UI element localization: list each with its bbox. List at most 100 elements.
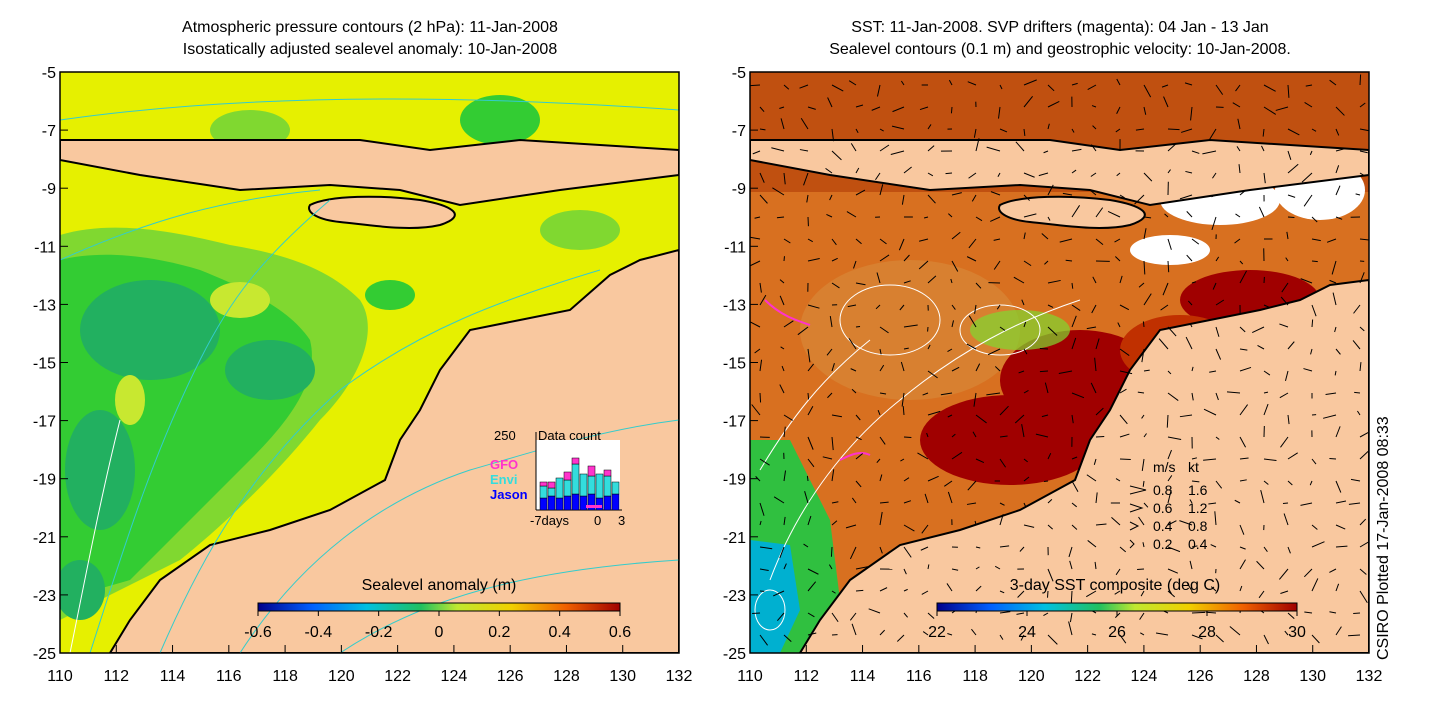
velocity-arrow (1167, 143, 1177, 152)
velocity-arrow (1215, 84, 1224, 95)
velocity-arrow (1348, 502, 1361, 505)
sla-colorbar-tick: 0.6 (609, 624, 631, 641)
velocity-arrow (807, 632, 817, 636)
velocity-arrow (918, 238, 929, 242)
velocity-arrow (1335, 545, 1348, 548)
velocity-arrow (1305, 84, 1313, 87)
velocity-arrow (807, 458, 815, 468)
velocity-arrow (1359, 518, 1367, 526)
velocity-arrow (855, 282, 866, 286)
velocity-arrow (1287, 150, 1292, 160)
velocity-arrow (831, 238, 837, 246)
velocity-arrow (903, 588, 908, 592)
inset-bar (571, 457, 580, 465)
velocity-arrow (1335, 165, 1340, 174)
velocity-arrow (828, 564, 833, 570)
velocity-arrow (1065, 259, 1073, 262)
velocity-arrow (1258, 206, 1265, 218)
left-xtick-label: 128 (553, 668, 580, 685)
velocity-arrow (1119, 348, 1130, 356)
velocity-arrow (1284, 370, 1289, 382)
velocity-arrow (1023, 128, 1026, 136)
velocity-arrow (855, 436, 862, 441)
velocity-arrow (1191, 238, 1200, 245)
velocity-arrow (1359, 590, 1368, 604)
velocity-arrow (975, 138, 980, 152)
velocity-arrow (993, 260, 1001, 270)
velocity-arrow (1015, 141, 1025, 152)
velocity-arrow (1091, 105, 1097, 108)
velocity-arrow (807, 612, 815, 618)
velocity-arrow (927, 275, 937, 284)
velocity-arrow (1047, 84, 1055, 92)
velocity-arrow (1167, 546, 1181, 553)
velocity-arrow (1139, 612, 1145, 620)
velocity-arrow (855, 414, 861, 421)
velocity-arrow (1143, 228, 1147, 240)
velocity-arrow (759, 568, 769, 571)
velocity-arrow (1359, 272, 1365, 284)
velocity-arrow (1359, 150, 1368, 154)
velocity-legend-arrow (1129, 539, 1135, 549)
left-xtick-label: 122 (384, 668, 411, 685)
inset-bar (595, 497, 604, 511)
velocity-arrow (1041, 414, 1049, 418)
velocity-arrow (1089, 189, 1097, 196)
velocity-arrow (879, 144, 890, 152)
sla-colorbar-tick: 0.2 (488, 624, 510, 641)
velocity-arrow (1095, 207, 1104, 218)
left-xtick-label: 124 (441, 668, 468, 685)
velocity-arrow (1215, 348, 1222, 360)
velocity-arrow (1348, 634, 1361, 637)
velocity-arrow (990, 216, 1001, 222)
right-ytick-label: -21 (723, 530, 746, 547)
inset-bar (547, 495, 556, 511)
velocity-arrow (1047, 279, 1061, 284)
data-count-inset: 250 Data count GFO Envi Jason -7days 0 3 (490, 428, 625, 528)
velocity-arrow (1161, 84, 1169, 88)
velocity-arrow (1095, 338, 1100, 350)
right-xtick-label: 118 (962, 668, 988, 685)
velocity-arrow (855, 453, 863, 460)
inset-title: Data count (538, 428, 601, 443)
velocity-arrow (997, 172, 1001, 177)
velocity-arrow (1091, 144, 1097, 152)
velocity-arrow (783, 563, 787, 570)
velocity-arrow (1281, 282, 1289, 293)
velocity-arrow (898, 238, 905, 251)
velocity-arrow (951, 568, 959, 571)
inset-xlabel-zero: 0 (594, 513, 601, 528)
velocity-arrow (927, 564, 930, 570)
right-ytick-label: -5 (732, 65, 746, 82)
velocity-arrow (1326, 238, 1337, 243)
velocity-arrow (927, 145, 935, 152)
velocity-arrow (1311, 128, 1317, 132)
left-ytick-label: -7 (42, 123, 56, 140)
velocity-arrow (1329, 457, 1337, 460)
velocity-arrow (1167, 475, 1173, 482)
velocity-arrow (927, 172, 934, 177)
velocity-arrow (779, 279, 785, 284)
velocity-arrow (998, 106, 1001, 119)
velocity-arrow (1167, 392, 1179, 401)
velocity-arrow (1094, 357, 1097, 372)
velocity-arrow (876, 458, 881, 463)
velocity-arrow (1191, 611, 1206, 614)
right-xtick-label: 132 (1356, 668, 1383, 685)
velocity-arrow (855, 480, 862, 488)
velocity-legend-kt-value: 1.6 (1188, 482, 1208, 498)
inset-bar (539, 485, 548, 499)
velocity-arrow (1215, 299, 1225, 306)
velocity-arrow (783, 426, 786, 438)
velocity-arrow (1332, 292, 1337, 306)
velocity-arrow (879, 326, 889, 334)
velocity-arrow (831, 590, 836, 594)
velocity-arrow (1226, 391, 1241, 394)
velocity-legend-header-kt: kt (1188, 459, 1199, 475)
velocity-arrow (759, 282, 762, 293)
velocity-arrow (851, 623, 857, 636)
velocity-arrow (903, 612, 908, 618)
velocity-arrow (1258, 590, 1265, 599)
velocity-arrow (1187, 300, 1193, 306)
left-xtick-label: 116 (216, 668, 242, 685)
